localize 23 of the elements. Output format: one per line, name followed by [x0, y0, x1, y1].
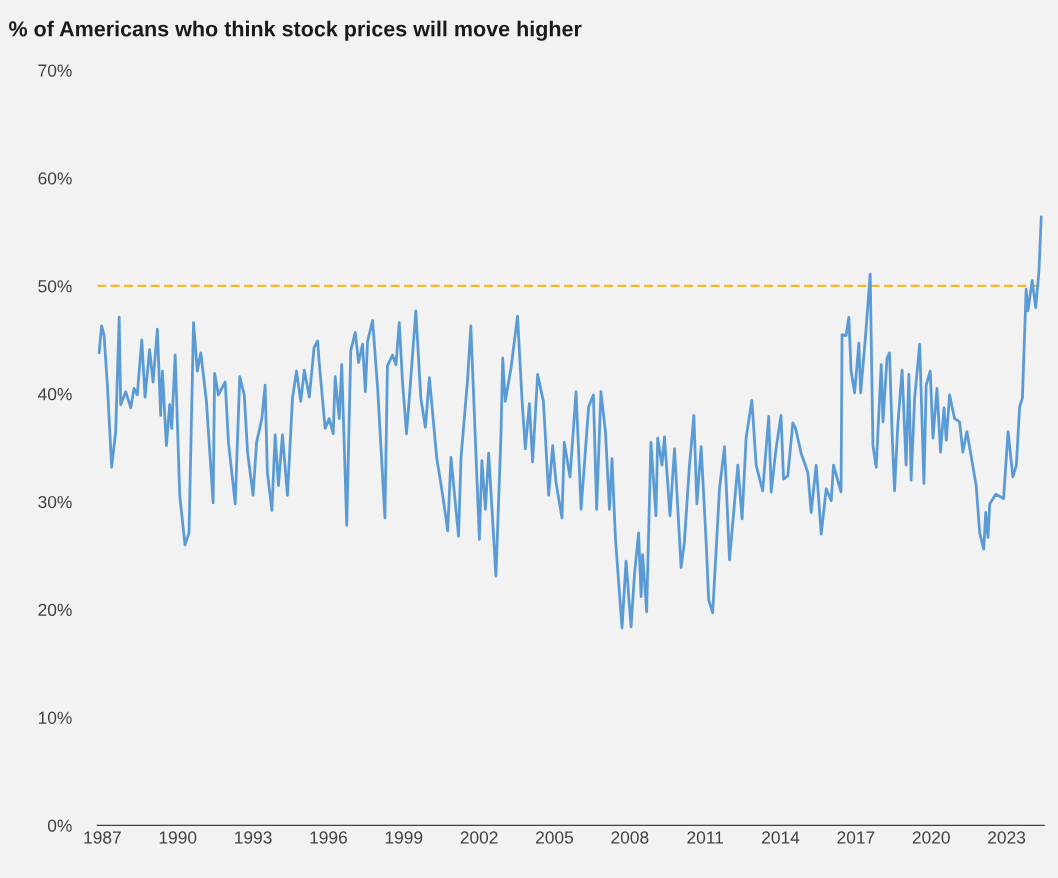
- y-tick-label: 20%: [38, 603, 72, 617]
- y-tick-label: 70%: [38, 64, 72, 77]
- x-tick-label: 1987: [84, 831, 121, 844]
- y-tick-label: 10%: [38, 711, 72, 724]
- line-series: [97, 215, 1043, 630]
- x-tick-label: 2020: [912, 831, 950, 844]
- y-tick-label: 60%: [38, 172, 72, 185]
- y-tick-label: 40%: [37, 388, 72, 401]
- x-tick-label: 2002: [460, 831, 498, 844]
- x-tick-label: 2011: [687, 831, 723, 844]
- x-tick-label: 1999: [385, 831, 423, 844]
- y-tick-label: 0%: [47, 819, 72, 832]
- y-tick-label: 50%: [38, 280, 72, 293]
- x-tick-label: 2008: [611, 831, 649, 844]
- x-tick-label: 1990: [159, 831, 197, 844]
- x-tick-label: 1993: [235, 831, 272, 844]
- x-tick-label: 2005: [536, 831, 574, 844]
- x-tick-label: 2014: [762, 831, 800, 844]
- y-tick-label: 30%: [38, 495, 72, 509]
- x-tick-label: 1996: [310, 831, 347, 844]
- x-tick-label: 2017: [837, 831, 875, 844]
- x-tick-label: 2023: [988, 831, 1026, 844]
- chart-title: % of Americans who think stock prices will move higher: [9, 20, 582, 41]
